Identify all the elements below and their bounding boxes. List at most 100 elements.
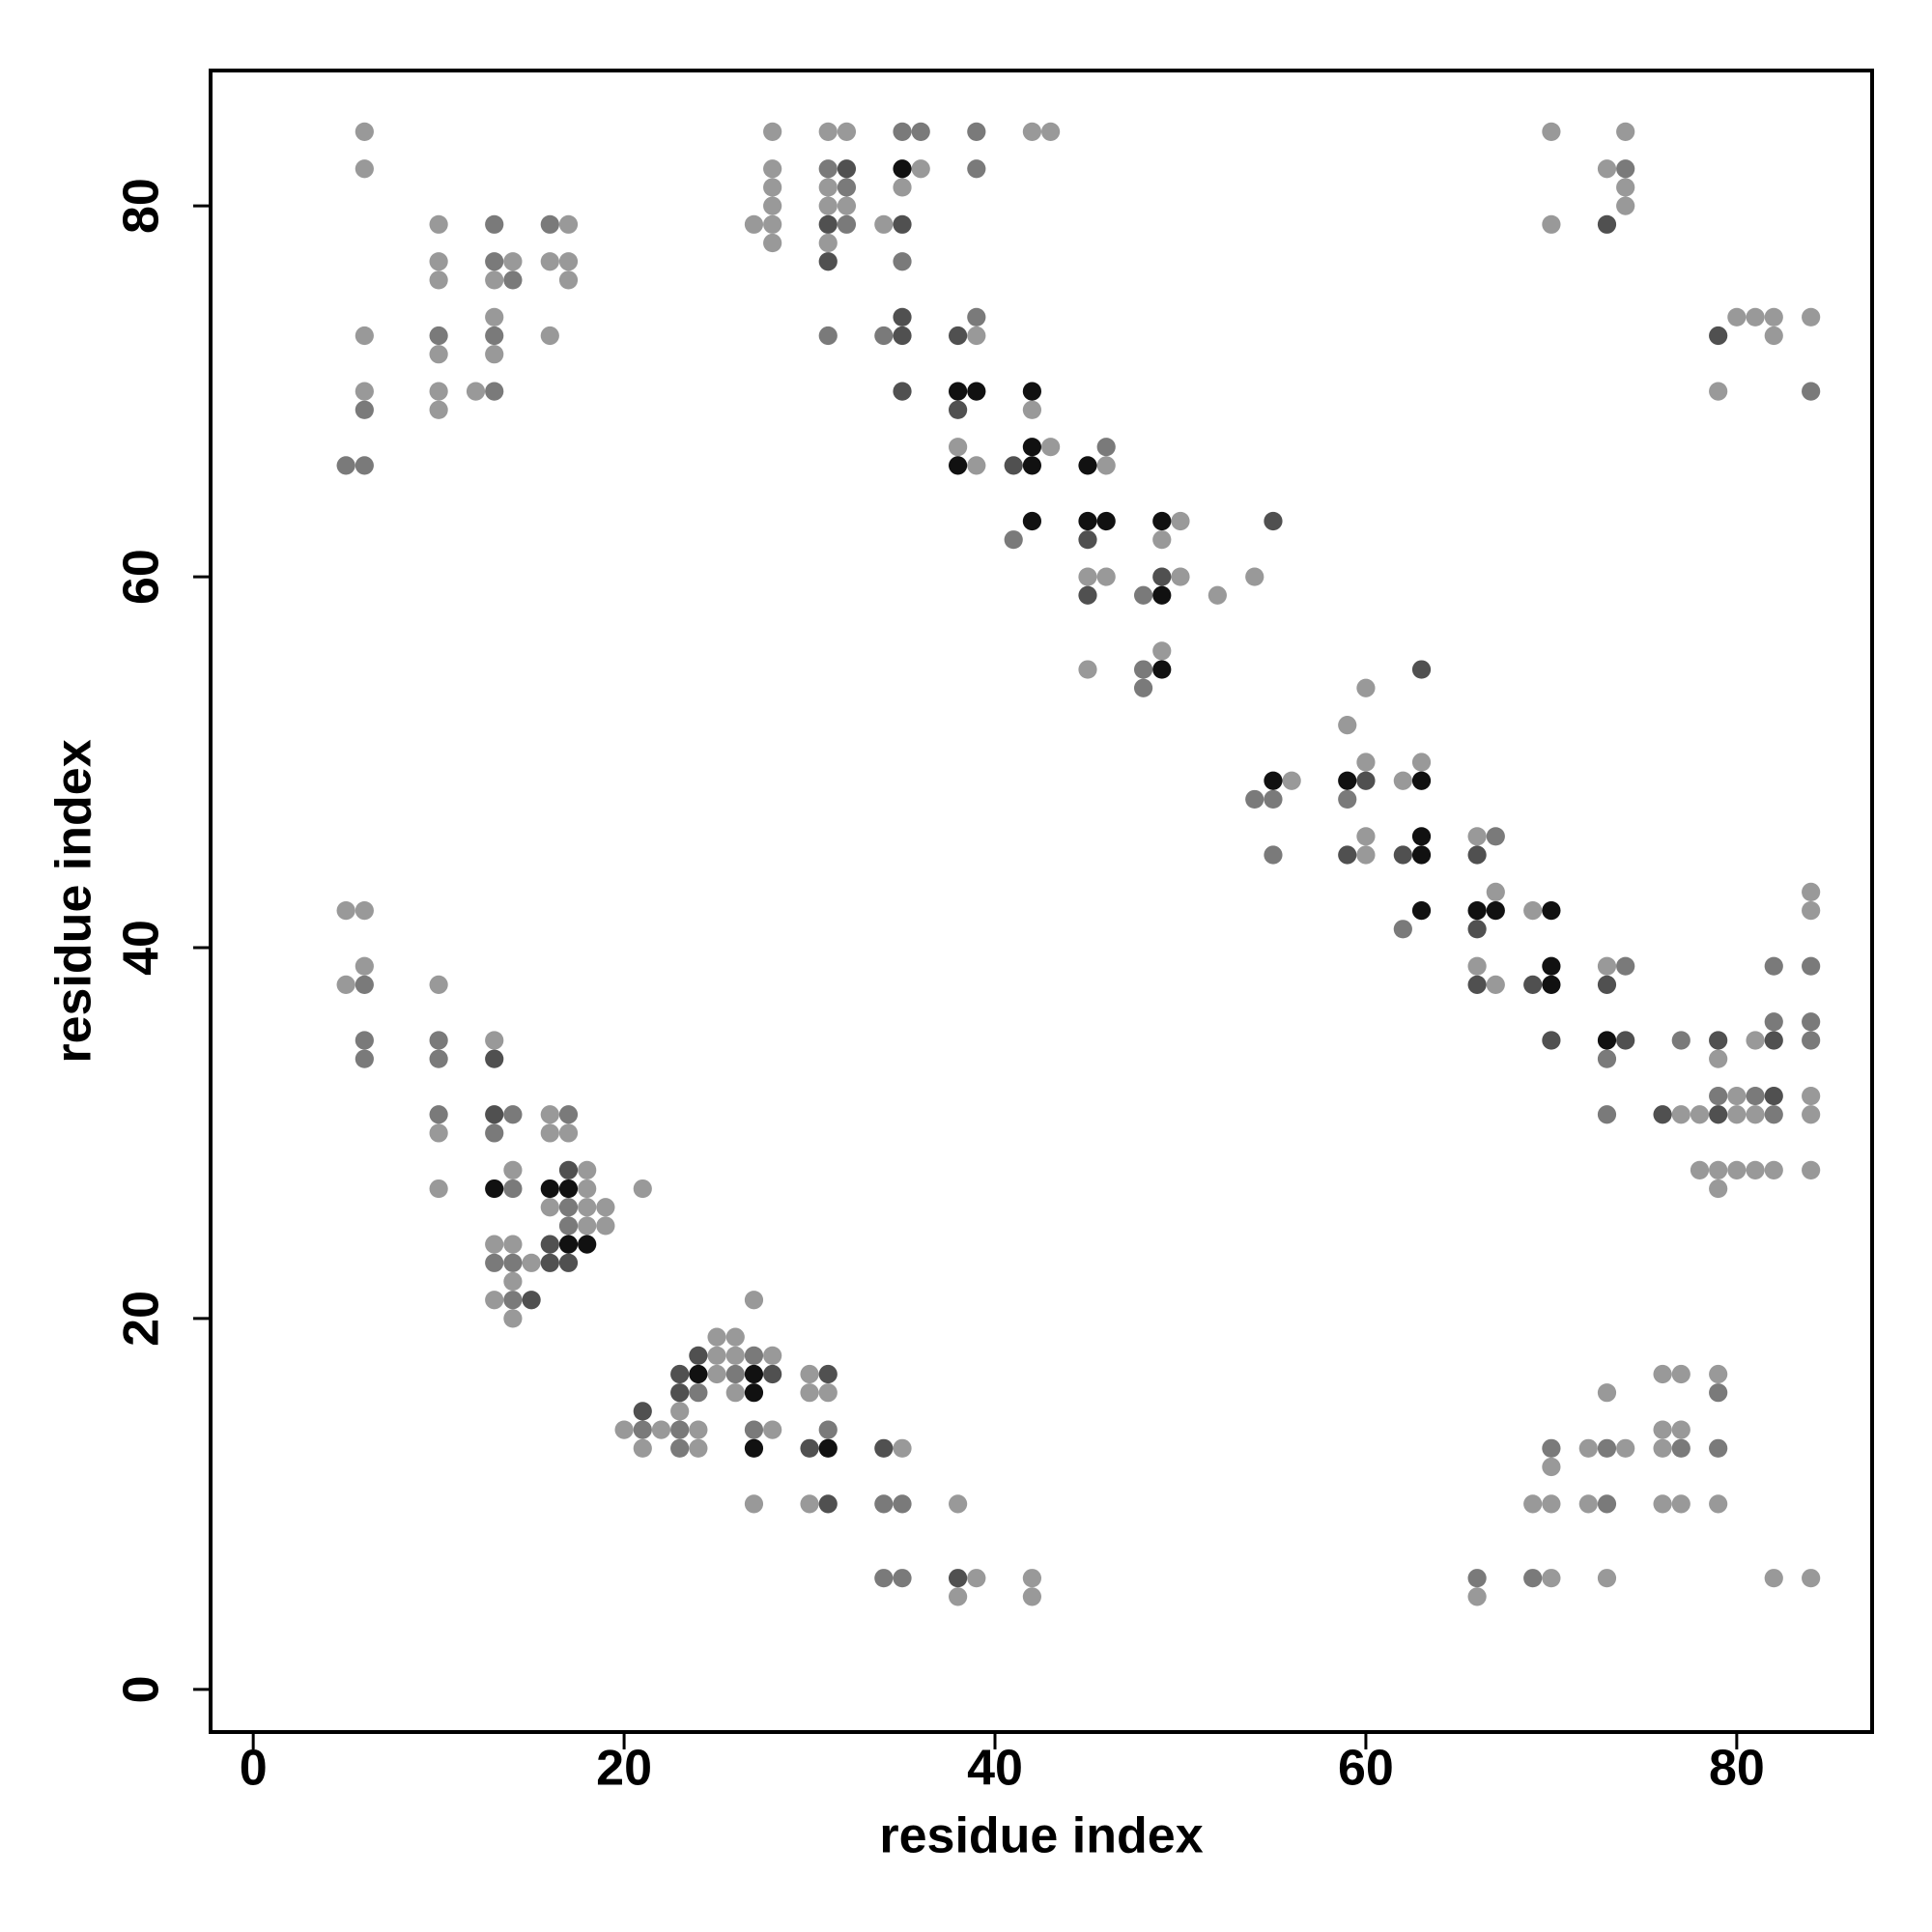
point (1542, 975, 1561, 994)
point (1764, 307, 1783, 327)
point (503, 1235, 523, 1254)
point (1542, 1457, 1561, 1477)
point (967, 1569, 986, 1588)
x-tick-label: 0 (240, 1741, 268, 1797)
point (485, 270, 504, 290)
x-tick-label: 80 (1709, 1741, 1765, 1797)
point (1709, 1049, 1728, 1068)
x-tick-label: 40 (967, 1741, 1023, 1797)
point (725, 1383, 745, 1403)
point (1764, 1012, 1783, 1032)
point (1356, 827, 1376, 846)
point (1802, 900, 1821, 921)
point (1467, 975, 1487, 994)
point (1152, 530, 1172, 550)
point (893, 252, 912, 271)
point (670, 1402, 690, 1421)
point (893, 326, 912, 346)
point (893, 1438, 912, 1458)
point (689, 1383, 708, 1403)
point (558, 214, 579, 234)
point (1208, 585, 1227, 605)
point (1764, 956, 1783, 976)
point (1078, 660, 1097, 679)
point (1597, 1569, 1617, 1588)
point (837, 178, 857, 197)
point (1542, 122, 1561, 141)
point (1022, 1587, 1042, 1606)
point (1078, 567, 1097, 586)
point (1709, 326, 1728, 346)
point (485, 1049, 504, 1068)
point (1264, 771, 1283, 790)
point (689, 1346, 708, 1365)
point (1578, 1438, 1598, 1458)
point (485, 307, 504, 327)
y-tick-label: 60 (114, 549, 170, 605)
point (1802, 882, 1821, 902)
point (633, 1402, 652, 1421)
point (1356, 771, 1376, 790)
y-tick-label: 40 (114, 920, 170, 976)
point (689, 1420, 708, 1439)
point (707, 1364, 726, 1384)
point (1597, 1105, 1617, 1124)
point (1040, 122, 1061, 141)
point (818, 1494, 838, 1514)
x-tick-label: 20 (596, 1741, 652, 1797)
point (355, 956, 374, 976)
point (540, 1179, 559, 1199)
point (1671, 1031, 1690, 1050)
point (1542, 1031, 1561, 1050)
point (967, 307, 986, 327)
point (1467, 827, 1487, 846)
point (1078, 456, 1097, 475)
point (540, 214, 559, 234)
point (1653, 1438, 1672, 1458)
point (707, 1327, 726, 1347)
point (1597, 1438, 1617, 1458)
point (1004, 530, 1023, 550)
point (763, 1364, 782, 1384)
point (949, 1587, 968, 1606)
point (725, 1346, 745, 1365)
point (1523, 900, 1543, 921)
point (558, 1179, 579, 1199)
point (485, 382, 504, 401)
point (1096, 511, 1116, 531)
point (1578, 1494, 1598, 1514)
point (522, 1253, 541, 1272)
point (1746, 1086, 1765, 1106)
point (355, 400, 374, 419)
point (429, 345, 448, 364)
point (893, 159, 912, 179)
point (1467, 1569, 1487, 1588)
point (1764, 1569, 1783, 1588)
point (1671, 1438, 1690, 1458)
point (670, 1364, 690, 1384)
point (503, 1105, 523, 1124)
point (429, 1105, 448, 1124)
point (540, 1123, 559, 1143)
point (540, 326, 559, 346)
point (1022, 122, 1042, 141)
point (1393, 920, 1412, 939)
point (429, 1179, 448, 1199)
point (744, 1438, 764, 1458)
point (1523, 975, 1543, 994)
point (967, 382, 986, 401)
point (1597, 1031, 1617, 1050)
point (1802, 1086, 1821, 1106)
point (1264, 789, 1283, 810)
point (763, 214, 782, 234)
point (485, 214, 504, 234)
point (1171, 567, 1190, 586)
point (800, 1383, 819, 1403)
point (1616, 196, 1635, 215)
point (763, 159, 782, 179)
point (503, 1271, 523, 1292)
point (1022, 382, 1042, 401)
point (1597, 1494, 1617, 1514)
point (503, 1179, 523, 1199)
